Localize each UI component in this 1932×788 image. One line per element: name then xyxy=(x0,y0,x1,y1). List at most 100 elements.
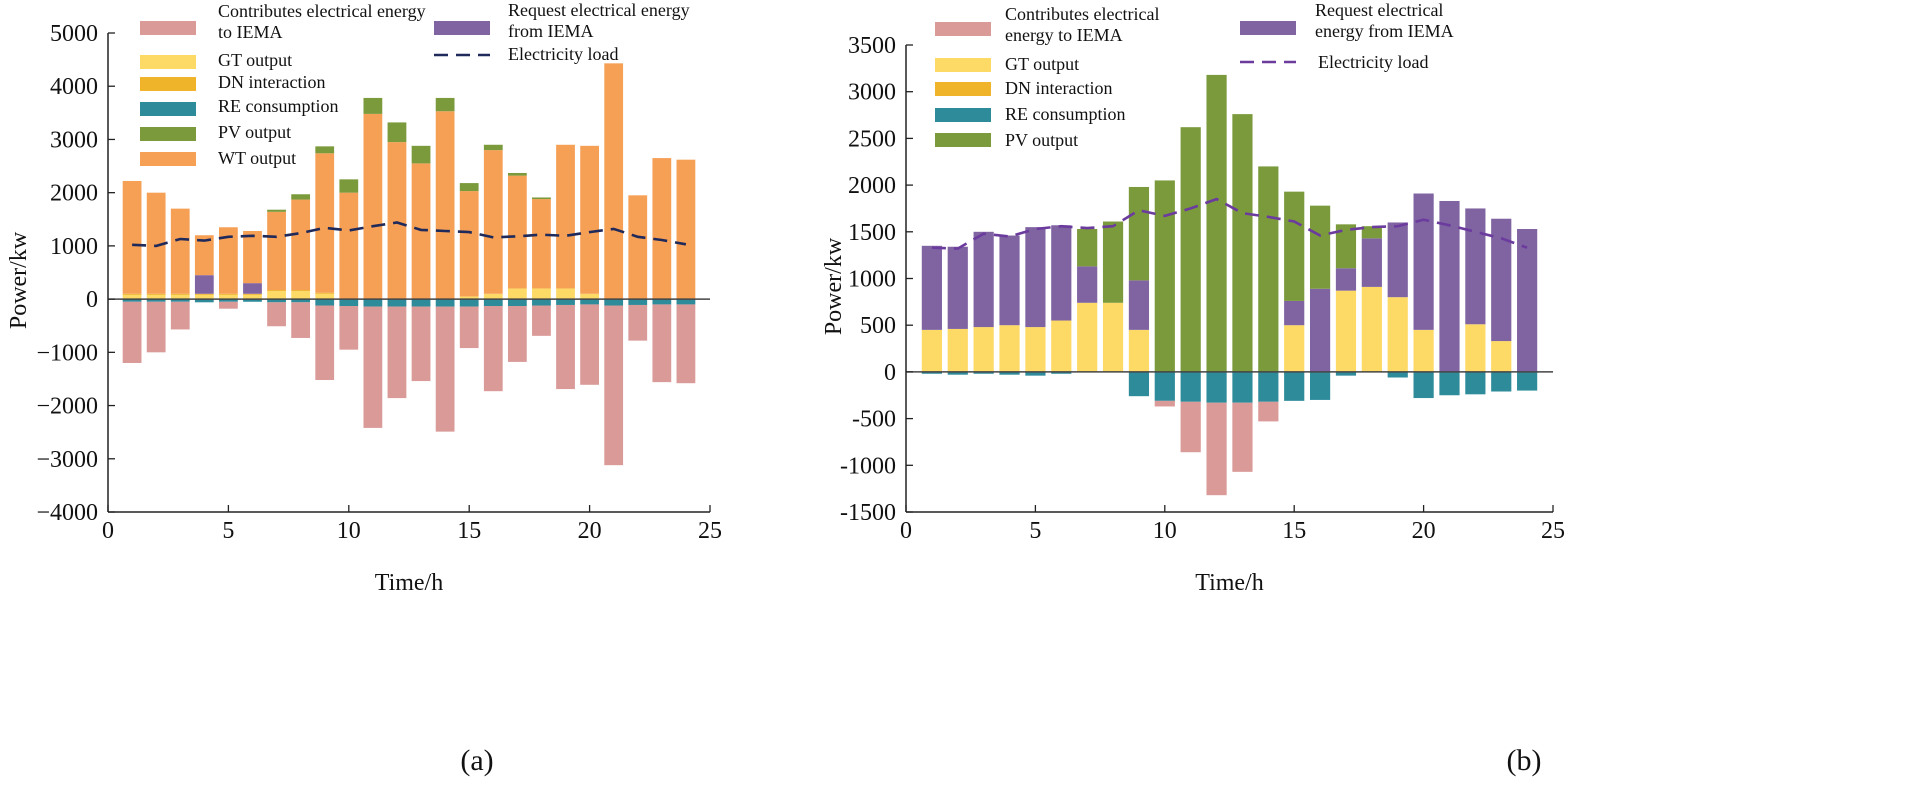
bar-re xyxy=(580,299,599,305)
bar-gt xyxy=(1102,302,1124,372)
bar-contribute xyxy=(387,306,407,399)
x-tick-label: 0 xyxy=(102,518,114,544)
legend-label-dn: DN interaction xyxy=(218,72,325,92)
bar-request xyxy=(1439,200,1460,372)
bar-request xyxy=(1491,218,1512,342)
bar-contribute xyxy=(676,304,696,384)
legend-label-line: PV output xyxy=(1005,130,1078,150)
legend-swatch-re xyxy=(140,102,196,116)
legend-label-line: Electricity load xyxy=(1318,52,1428,72)
bar-wt xyxy=(387,142,407,300)
bar-pv xyxy=(1128,186,1150,281)
legend-swatch-request xyxy=(434,21,490,35)
legend-label-pv: PV output xyxy=(1005,130,1078,150)
y-tick-label: 3000 xyxy=(848,80,896,106)
legend-swatch-request xyxy=(1240,21,1296,35)
bar-contribute xyxy=(556,304,575,390)
bar-re xyxy=(1413,371,1434,399)
bar-re xyxy=(628,299,648,305)
bar-re xyxy=(483,299,503,307)
bar-request xyxy=(1077,266,1098,303)
y-tick-label: 1000 xyxy=(50,234,98,260)
bar-dn xyxy=(219,293,238,295)
bar-dn xyxy=(146,293,166,295)
bar-wt xyxy=(315,153,335,293)
y-tick-label: −1000 xyxy=(36,340,98,366)
bar-wt xyxy=(628,195,648,300)
bar-pv xyxy=(1284,191,1305,301)
bar-re xyxy=(1465,371,1486,395)
bar-contribute xyxy=(339,306,359,350)
bar-re xyxy=(219,299,238,302)
legend-a: Contributes electrical energy to IEMA GT o… xyxy=(140,0,690,168)
bar-pv xyxy=(291,194,311,200)
bar-re xyxy=(1387,371,1408,378)
bar-pv xyxy=(459,183,479,192)
bar-contribute xyxy=(315,305,335,381)
bar-wt xyxy=(459,191,479,297)
bar-re xyxy=(1051,371,1072,374)
bar-gt xyxy=(122,294,142,300)
bar-pv xyxy=(1154,180,1175,372)
x-tick-label: 20 xyxy=(1412,518,1436,544)
bar-gt xyxy=(532,288,551,300)
bar-re xyxy=(921,371,942,374)
bar-re xyxy=(146,299,166,302)
bar-contribute xyxy=(291,302,311,338)
bar-dn xyxy=(315,292,335,294)
bar-request xyxy=(1465,208,1486,325)
bar-re xyxy=(435,299,455,307)
bar-re xyxy=(1206,371,1227,403)
y-tick-label: −2000 xyxy=(36,394,98,420)
bar-re xyxy=(507,299,527,307)
bar-re xyxy=(652,299,672,305)
legend-label-line: RE consumption xyxy=(218,96,339,116)
bar-gt xyxy=(1335,290,1357,372)
bar-contribute xyxy=(1258,401,1279,422)
legend-label-line: WT output xyxy=(218,148,296,168)
legend-label-load: Electricity load xyxy=(1318,52,1428,72)
bar-re xyxy=(1439,371,1460,396)
x-tick-label: 20 xyxy=(578,518,602,544)
bar-dn xyxy=(267,290,286,292)
bar-gt xyxy=(1387,297,1408,372)
legend-label-line: GT output xyxy=(1005,54,1079,74)
legend-swatch-wt xyxy=(140,152,196,166)
y-tick-label: 0 xyxy=(86,287,98,313)
bar-re xyxy=(1025,371,1046,376)
x-tick-label: 15 xyxy=(1282,518,1306,544)
bar-gt xyxy=(219,294,238,300)
bar-request xyxy=(1335,268,1357,291)
bar-re xyxy=(363,299,383,307)
bar-re xyxy=(1335,371,1357,376)
legend-label-line: DN interaction xyxy=(218,72,325,92)
bar-re xyxy=(1284,371,1305,401)
bar-contribute xyxy=(652,304,672,383)
legend-label-line: Request electrical xyxy=(1315,0,1443,20)
bar-gt xyxy=(483,293,503,300)
bar-re xyxy=(1491,371,1512,392)
y-tick-label: 2000 xyxy=(50,181,98,207)
bar-gt xyxy=(146,294,166,300)
legend-label-line: DN interaction xyxy=(1005,78,1112,98)
bar-contribute xyxy=(267,302,286,327)
bar-contribute xyxy=(1232,402,1253,472)
bar-pv xyxy=(1258,166,1279,372)
load-line xyxy=(132,221,687,248)
bar-pv xyxy=(1309,205,1331,289)
y-tick-label: -1000 xyxy=(840,453,896,479)
bar-gt xyxy=(1077,302,1098,372)
legend-swatch-gt xyxy=(140,55,196,69)
bar-gt xyxy=(1284,325,1305,372)
bar-re xyxy=(532,299,551,306)
bar-gt xyxy=(921,329,942,372)
bar-re xyxy=(1180,371,1201,402)
y-tick-label: 500 xyxy=(860,313,896,339)
bar-gt xyxy=(999,325,1020,372)
bar-request xyxy=(1051,225,1072,321)
bar-pv xyxy=(435,97,455,112)
bar-request xyxy=(973,231,994,328)
legend-b: Contributes electrical energy to IEMA GT o… xyxy=(935,0,1454,150)
legend-label-re: RE consumption xyxy=(1005,104,1126,124)
